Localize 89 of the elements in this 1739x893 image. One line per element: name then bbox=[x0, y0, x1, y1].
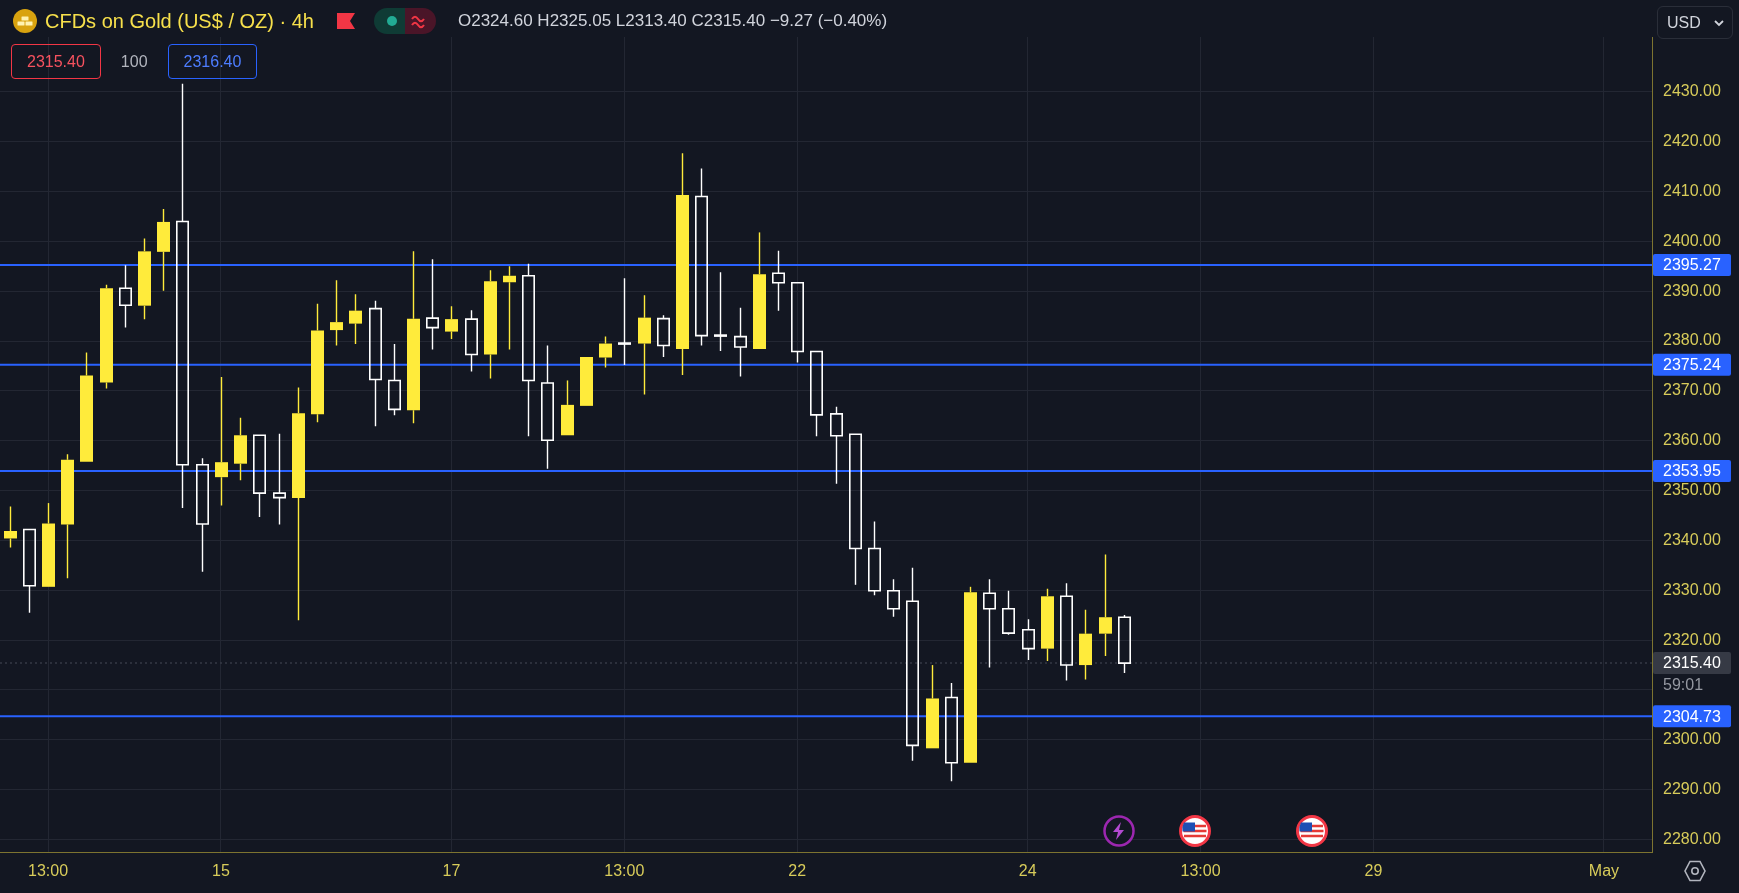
y-tick-label: 2300.00 bbox=[1663, 730, 1721, 748]
x-tick-label: 24 bbox=[1018, 862, 1037, 880]
y-tick-label: 2420.00 bbox=[1663, 132, 1721, 150]
candlestick bbox=[926, 664, 939, 749]
candlestick bbox=[772, 250, 785, 312]
candlestick bbox=[868, 520, 881, 596]
annotation: 2316.40 bbox=[167, 44, 258, 79]
y-tick-label: 2370.00 bbox=[1663, 381, 1721, 399]
candlestick bbox=[253, 434, 266, 518]
y-axis-title: USD bbox=[1667, 13, 1701, 32]
candlestick bbox=[906, 567, 919, 762]
y-tick-label: 2380.00 bbox=[1663, 331, 1721, 349]
ref-line-label: 2353.95 bbox=[1663, 462, 1721, 480]
candlestick bbox=[1060, 582, 1073, 682]
candlestick bbox=[234, 417, 247, 481]
candlestick bbox=[753, 231, 766, 350]
x-tick-label: 13:00 bbox=[28, 862, 69, 880]
candlestick bbox=[484, 269, 497, 380]
y-tick-label: 2280.00 bbox=[1663, 829, 1721, 847]
y-tick-label: 2290.00 bbox=[1663, 780, 1721, 798]
candlestick bbox=[465, 309, 478, 373]
candlestick bbox=[830, 406, 843, 485]
candlestick bbox=[580, 357, 593, 406]
candlestick bbox=[311, 302, 324, 424]
candlestick bbox=[983, 578, 996, 669]
candlestick bbox=[541, 344, 554, 470]
candlestick bbox=[42, 502, 55, 587]
candlestick bbox=[503, 265, 516, 351]
x-tick-label: 15 bbox=[212, 862, 230, 880]
y-tick-label: 2430.00 bbox=[1663, 82, 1721, 100]
candlestick bbox=[388, 343, 401, 417]
annotation: 100 bbox=[119, 52, 149, 72]
candlestick bbox=[330, 279, 343, 347]
x-tick-label: 22 bbox=[788, 862, 807, 880]
candlestick bbox=[349, 293, 362, 345]
candlestick bbox=[119, 264, 132, 329]
candlestick bbox=[695, 167, 708, 347]
y-tick-label: 2410.00 bbox=[1663, 181, 1721, 199]
text: 59:01 bbox=[1663, 676, 1704, 694]
candlestick bbox=[714, 271, 727, 352]
chart-subtitle: O2324.60 H2325.05 L2313.40 C2315.40 −9.27 (−0.40%) bbox=[457, 11, 888, 31]
candlestick bbox=[176, 83, 189, 509]
ref-line-label: 2315.40 bbox=[1663, 654, 1721, 672]
candlestick bbox=[849, 433, 862, 586]
y-tick-label: 2390.00 bbox=[1663, 281, 1721, 299]
candlestick bbox=[292, 386, 305, 621]
candlestick bbox=[676, 152, 689, 376]
candlestick bbox=[810, 350, 823, 437]
candlestick bbox=[1002, 590, 1015, 634]
candlestick bbox=[80, 351, 93, 462]
candlestick bbox=[445, 305, 458, 340]
candlestick bbox=[4, 505, 17, 549]
candlestick bbox=[138, 237, 151, 320]
ref-line-label: 2375.24 bbox=[1663, 356, 1721, 374]
candlestick bbox=[945, 682, 958, 782]
y-tick-label: 2360.00 bbox=[1663, 431, 1721, 449]
ref-line-label: 2395.27 bbox=[1663, 256, 1721, 274]
candlestick bbox=[23, 528, 36, 614]
candlestick bbox=[215, 376, 228, 507]
candlestick bbox=[273, 433, 286, 526]
candlestick bbox=[618, 277, 631, 366]
candlestick bbox=[426, 258, 439, 351]
ref-line-label: 2304.73 bbox=[1663, 707, 1721, 725]
x-tick-label: 29 bbox=[1364, 862, 1383, 880]
candlestick bbox=[1079, 609, 1092, 681]
candlestick bbox=[407, 250, 420, 425]
y-tick-label: 2330.00 bbox=[1663, 580, 1721, 598]
y-tick-label: 2320.00 bbox=[1663, 630, 1721, 648]
candlestick bbox=[196, 457, 209, 573]
candlestick bbox=[1099, 553, 1112, 657]
x-tick-label: May bbox=[1588, 862, 1620, 880]
candlestick bbox=[369, 299, 382, 428]
candlestick bbox=[157, 208, 170, 292]
candlestick bbox=[522, 263, 535, 437]
y-tick-label: 2400.00 bbox=[1663, 231, 1721, 249]
y-tick-label: 2340.00 bbox=[1663, 530, 1721, 548]
x-tick-label: 13:00 bbox=[604, 862, 645, 880]
x-tick-label: 13:00 bbox=[1180, 862, 1221, 880]
candlestick bbox=[1022, 618, 1035, 661]
candlestick bbox=[638, 294, 651, 396]
candlestick bbox=[734, 306, 747, 378]
annotation: 2315.40 bbox=[11, 44, 101, 79]
candlestick bbox=[561, 379, 574, 436]
candlestick bbox=[61, 453, 74, 580]
chart-title: CFDs on Gold (US$ / OZ) · 4h bbox=[45, 9, 314, 33]
y-tick-label: 2350.00 bbox=[1663, 481, 1721, 499]
candlestick bbox=[1041, 588, 1054, 662]
candlestick bbox=[887, 578, 900, 618]
x-tick-label: 17 bbox=[442, 862, 461, 880]
